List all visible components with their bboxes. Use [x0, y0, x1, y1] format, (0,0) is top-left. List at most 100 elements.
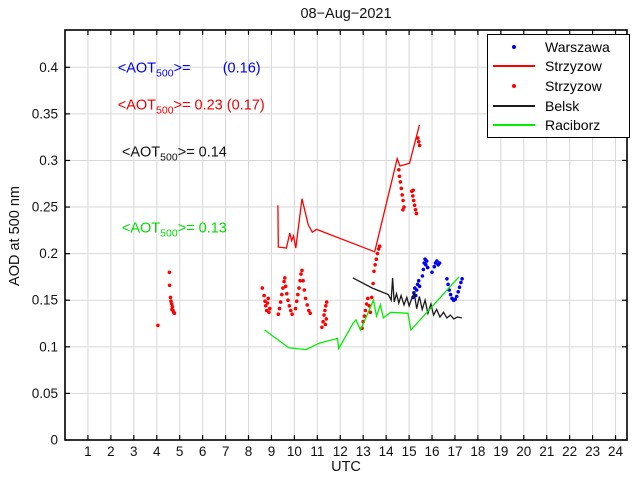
data-point — [455, 294, 459, 299]
data-point — [324, 317, 329, 321]
data-point — [281, 286, 285, 290]
data-point — [424, 263, 428, 267]
series-polyline — [277, 124, 421, 253]
series-strzyzow-line — [277, 124, 421, 253]
data-point — [308, 311, 313, 316]
data-point — [265, 301, 270, 305]
x-tick-label: 22 — [562, 444, 577, 459]
legend-entry: Strzyzow — [488, 76, 629, 95]
x-tick-label: 3 — [130, 444, 138, 459]
data-point — [401, 208, 405, 212]
x-tick-label: 14 — [379, 444, 395, 459]
data-point — [411, 198, 416, 203]
legend-line-marker-icon — [488, 65, 540, 68]
y-tick-label: 0.15 — [32, 293, 58, 308]
legend-label: Raciborz — [545, 117, 601, 134]
data-point — [416, 140, 421, 144]
series-polyline — [352, 277, 462, 320]
x-tick-label: 1 — [84, 444, 92, 459]
axes-border — [64, 29, 628, 441]
x-tick-label: 23 — [585, 444, 600, 459]
data-point — [430, 270, 434, 275]
data-point — [172, 311, 177, 316]
legend-dot-marker-icon — [488, 83, 540, 88]
data-point — [374, 257, 379, 262]
data-point — [267, 310, 271, 315]
legend-entry: Belsk — [488, 96, 629, 115]
data-point — [413, 208, 418, 212]
data-point — [416, 278, 421, 283]
data-point — [397, 168, 401, 172]
data-point — [296, 292, 300, 297]
data-point — [303, 296, 308, 301]
data-point — [371, 281, 375, 286]
legend: Warszawa Strzyzow Strzyzow Belsk Raciborz — [487, 34, 630, 138]
data-point — [278, 300, 283, 304]
data-point — [424, 259, 429, 263]
series-polyline — [264, 276, 460, 351]
aot500-mean-annotation: <AOT500>= (0.16) — [117, 60, 261, 80]
data-point — [375, 251, 380, 256]
legend-dot-marker-icon — [488, 44, 540, 49]
data-point — [294, 299, 299, 304]
x-tick-label: 9 — [268, 444, 276, 459]
x-tick-label: 2 — [107, 444, 115, 459]
data-point — [167, 283, 172, 288]
data-point — [283, 276, 287, 280]
legend-entry: Warszawa — [488, 37, 629, 56]
x-tick-label: 20 — [516, 444, 531, 459]
data-point — [320, 325, 324, 330]
data-point — [411, 188, 416, 193]
data-point — [377, 244, 382, 248]
data-point — [366, 296, 370, 301]
data-point — [412, 203, 417, 207]
data-point — [432, 264, 437, 269]
data-point — [324, 300, 329, 304]
legend-label: Strzyzow — [545, 58, 602, 75]
data-point — [364, 302, 369, 306]
series-warszawa-points — [411, 257, 464, 303]
data-point — [373, 263, 377, 267]
data-point — [302, 288, 307, 292]
y-tick-label: 0.2 — [39, 246, 58, 261]
data-point — [301, 278, 305, 283]
legend-entry: Raciborz — [488, 116, 629, 135]
data-point — [323, 308, 327, 313]
data-point — [420, 274, 425, 278]
x-tick-label: 16 — [425, 444, 440, 459]
data-point — [435, 259, 439, 263]
data-point — [169, 299, 173, 304]
x-tick-label: 24 — [608, 444, 624, 459]
series-raciborz-line — [264, 276, 460, 351]
data-point — [263, 304, 268, 308]
x-tick-label: 7 — [222, 444, 230, 459]
y-tick-label: 0.3 — [39, 153, 58, 168]
data-point — [363, 308, 368, 313]
data-point — [297, 286, 301, 290]
series-belsk-line — [352, 277, 462, 320]
data-point — [276, 312, 281, 317]
data-point — [369, 295, 374, 300]
aot500-mean-annotation: <AOT500>= 0.14 — [121, 144, 227, 164]
data-point — [299, 272, 303, 276]
legend-label: Strzyzow — [545, 77, 602, 94]
data-point — [167, 270, 172, 275]
y-tick-label: 0.1 — [39, 339, 58, 354]
data-point — [456, 290, 461, 294]
data-point — [268, 306, 272, 311]
legend-line-marker-icon — [488, 124, 540, 127]
data-point — [416, 136, 420, 140]
y-tick-label: 0.4 — [39, 60, 58, 75]
data-point — [280, 292, 284, 297]
data-point — [459, 280, 463, 285]
data-point — [262, 293, 266, 298]
data-point — [401, 198, 405, 203]
data-point — [290, 312, 294, 317]
data-point — [400, 193, 405, 197]
x-tick-label: 4 — [153, 444, 161, 459]
data-point — [368, 310, 373, 315]
y-tick-label: 0.05 — [32, 386, 58, 401]
data-point — [286, 298, 290, 303]
